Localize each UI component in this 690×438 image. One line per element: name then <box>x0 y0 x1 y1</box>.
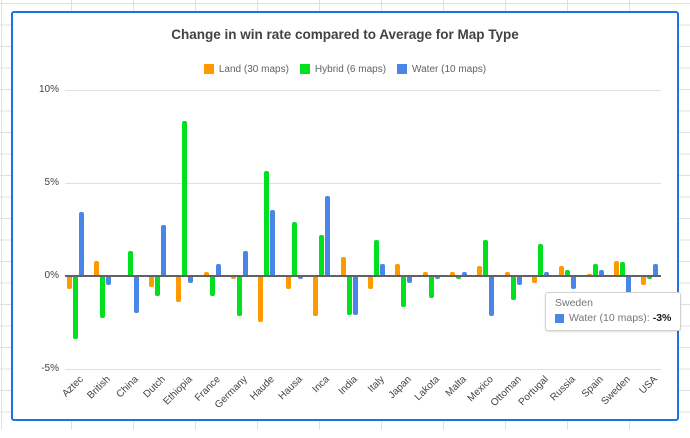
bar-mexico-1[interactable] <box>483 240 489 276</box>
y-axis-tick-label: 5% <box>44 176 59 188</box>
bar-russia-1[interactable] <box>565 269 571 276</box>
legend-item-land[interactable]: Land (30 maps) <box>203 63 289 75</box>
bar-italy-2[interactable] <box>379 264 385 276</box>
bar-mexico-2[interactable] <box>489 275 495 317</box>
bar-dutch-0[interactable] <box>149 275 155 287</box>
bar-usa-0[interactable] <box>641 275 647 285</box>
bar-lakota-2[interactable] <box>434 275 440 280</box>
bar-inca-1[interactable] <box>319 234 325 276</box>
bar-spain-2[interactable] <box>598 269 604 276</box>
gridline <box>65 368 661 370</box>
bar-france-2[interactable] <box>215 264 221 276</box>
bar-ottoman-0[interactable] <box>504 271 510 276</box>
tooltip-value: -3% <box>652 312 672 324</box>
bar-haude-1[interactable] <box>264 171 270 276</box>
bar-india-0[interactable] <box>340 256 346 276</box>
bar-france-0[interactable] <box>203 271 209 276</box>
bar-lakota-0[interactable] <box>422 271 428 276</box>
legend-item-hybrid[interactable]: Hybrid (6 maps) <box>299 63 387 75</box>
plot-area: 10% 5% 0% -5% Aztec British China Dutch Ethiopia… <box>13 13 677 419</box>
bar-france-1[interactable] <box>209 275 215 296</box>
legend-label-land: Land (30 maps) <box>218 63 289 75</box>
bar-ottoman-2[interactable] <box>516 275 522 285</box>
bar-italy-1[interactable] <box>373 240 379 276</box>
bar-inca-2[interactable] <box>325 195 331 276</box>
gridline <box>65 89 661 91</box>
legend-swatch-hybrid-icon <box>299 64 310 74</box>
bar-dutch-2[interactable] <box>161 225 167 276</box>
bar-british-1[interactable] <box>100 275 106 319</box>
gridline <box>65 182 661 184</box>
bar-british-0[interactable] <box>94 260 100 276</box>
bar-russia-0[interactable] <box>559 266 565 276</box>
bar-ethiopia-0[interactable] <box>176 275 182 302</box>
y-axis-tick-label: 10% <box>38 83 59 95</box>
tooltip: Sweden Water (10 maps): -3% <box>545 292 682 331</box>
bar-china-2[interactable] <box>133 275 139 313</box>
bar-malta-2[interactable] <box>461 271 467 276</box>
bar-portugal-1[interactable] <box>537 243 543 276</box>
legend-label-hybrid: Hybrid (6 maps) <box>314 63 387 75</box>
y-axis-tick-label: 0% <box>44 269 59 281</box>
legend-label-water: Water (10 maps) <box>412 63 487 75</box>
bar-russia-2[interactable] <box>571 275 577 289</box>
y-axis-tick-label: -5% <box>41 362 59 374</box>
legend-swatch-water-icon <box>397 64 408 74</box>
bar-lakota-1[interactable] <box>428 275 434 298</box>
tooltip-series-label: Water (10 maps): <box>569 312 650 324</box>
bar-haude-2[interactable] <box>270 210 276 276</box>
bar-china-1[interactable] <box>127 251 133 276</box>
bar-hausa-2[interactable] <box>297 275 303 280</box>
bar-mexico-0[interactable] <box>477 266 483 276</box>
bar-ethiopia-2[interactable] <box>188 275 194 283</box>
bar-japan-0[interactable] <box>395 264 401 276</box>
bar-usa-1[interactable] <box>647 275 653 280</box>
legend-swatch-land-icon <box>203 64 214 74</box>
chart-title[interactable]: Change in win rate compared to Average f… <box>171 27 519 42</box>
bar-spain-1[interactable] <box>592 264 598 276</box>
tooltip-series-swatch-icon <box>555 314 564 323</box>
bar-inca-0[interactable] <box>313 275 319 317</box>
bar-portugal-0[interactable] <box>531 275 537 283</box>
bar-hausa-0[interactable] <box>285 275 291 289</box>
bar-haude-0[interactable] <box>258 275 264 322</box>
bar-sweden-1[interactable] <box>620 262 625 276</box>
legend-item-water[interactable]: Water (10 maps) <box>397 64 486 75</box>
chart-card[interactable]: Change in win rate compared to Average f… <box>11 11 682 421</box>
bar-dutch-1[interactable] <box>155 275 161 296</box>
tooltip-category: Sweden <box>555 297 593 309</box>
bar-aztec-2[interactable] <box>79 212 84 276</box>
bar-sweden-0[interactable] <box>614 260 619 276</box>
bar-ottoman-1[interactable] <box>510 275 516 300</box>
bar-japan-1[interactable] <box>401 275 407 308</box>
bar-italy-0[interactable] <box>367 275 373 289</box>
bar-usa-2[interactable] <box>653 264 659 276</box>
bar-ethiopia-1[interactable] <box>182 121 188 276</box>
bar-malta-0[interactable] <box>449 271 455 276</box>
bar-india-2[interactable] <box>352 275 358 315</box>
bar-germany-2[interactable] <box>243 251 249 276</box>
chart-legend: Land (30 maps) Hybrid (6 maps) Water (10… <box>13 62 677 76</box>
zero-axis-line <box>65 274 661 277</box>
bar-germany-1[interactable] <box>237 275 243 317</box>
bar-aztec-0[interactable] <box>67 275 72 289</box>
bar-india-1[interactable] <box>346 275 352 315</box>
bar-malta-1[interactable] <box>455 275 461 280</box>
bar-germany-0[interactable] <box>231 275 237 280</box>
bar-aztec-1[interactable] <box>73 275 78 339</box>
bar-japan-2[interactable] <box>407 275 413 283</box>
bar-hausa-1[interactable] <box>291 221 297 276</box>
bar-british-2[interactable] <box>106 275 112 285</box>
bar-portugal-2[interactable] <box>543 271 549 276</box>
